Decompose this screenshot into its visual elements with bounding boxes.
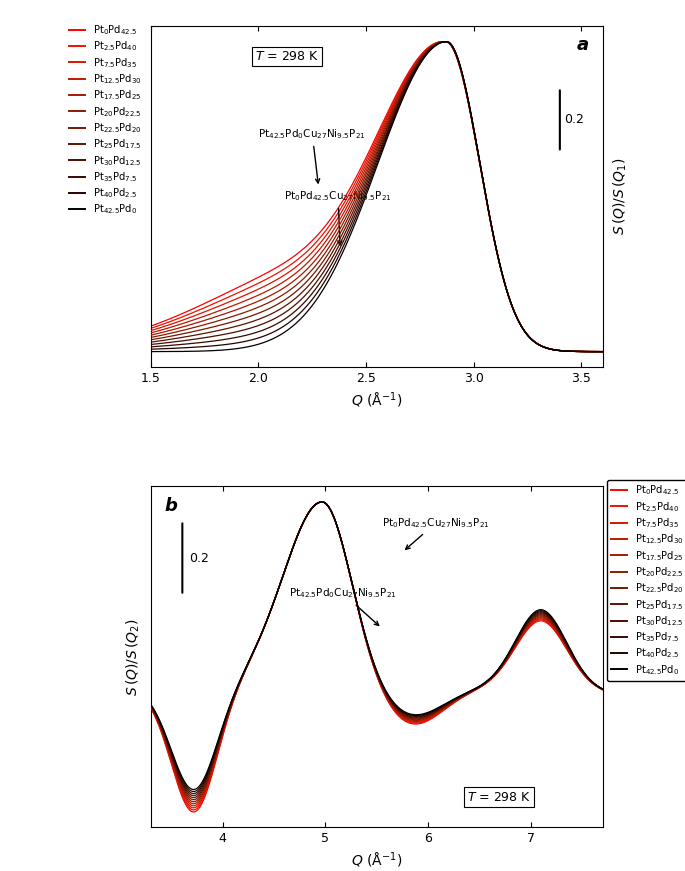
Text: $T$ = 298 K: $T$ = 298 K (255, 50, 319, 63)
Legend: Pt$_0$Pd$_{42.5}$, Pt$_{2.5}$Pd$_{40}$, Pt$_{7.5}$Pd$_{35}$, Pt$_{12.5}$Pd$_{30}: Pt$_0$Pd$_{42.5}$, Pt$_{2.5}$Pd$_{40}$, … (65, 19, 146, 220)
Text: Pt$_0$Pd$_{42.5}$Cu$_{27}$Ni$_{9.5}$P$_{21}$: Pt$_0$Pd$_{42.5}$Cu$_{27}$Ni$_{9.5}$P$_{… (382, 516, 490, 550)
Text: a: a (577, 37, 589, 54)
Text: Pt$_0$Pd$_{42.5}$Cu$_{27}$Ni$_{9.5}$P$_{21}$: Pt$_0$Pd$_{42.5}$Cu$_{27}$Ni$_{9.5}$P$_{… (284, 189, 392, 245)
Y-axis label: $S\,(Q)/S\,(Q_2)$: $S\,(Q)/S\,(Q_2)$ (125, 618, 142, 696)
X-axis label: $Q$ (Å$^{-1}$): $Q$ (Å$^{-1}$) (351, 851, 402, 870)
Text: b: b (164, 496, 177, 515)
Text: 0.2: 0.2 (189, 551, 209, 564)
Legend: Pt$_0$Pd$_{42.5}$, Pt$_{2.5}$Pd$_{40}$, Pt$_{7.5}$Pd$_{35}$, Pt$_{12.5}$Pd$_{30}: Pt$_0$Pd$_{42.5}$, Pt$_{2.5}$Pd$_{40}$, … (608, 480, 685, 681)
Text: 0.2: 0.2 (564, 113, 584, 126)
Text: $T$ = 298 K: $T$ = 298 K (467, 791, 532, 804)
Text: Pt$_{42.5}$Pd$_0$Cu$_{27}$Ni$_{9.5}$P$_{21}$: Pt$_{42.5}$Pd$_0$Cu$_{27}$Ni$_{9.5}$P$_{… (289, 587, 397, 625)
Y-axis label: $S\,(Q)/S\,(Q_1)$: $S\,(Q)/S\,(Q_1)$ (611, 158, 629, 235)
Text: Pt$_{42.5}$Pd$_0$Cu$_{27}$Ni$_{9.5}$P$_{21}$: Pt$_{42.5}$Pd$_0$Cu$_{27}$Ni$_{9.5}$P$_{… (258, 127, 366, 183)
X-axis label: $Q$ (Å$^{-1}$): $Q$ (Å$^{-1}$) (351, 390, 402, 409)
